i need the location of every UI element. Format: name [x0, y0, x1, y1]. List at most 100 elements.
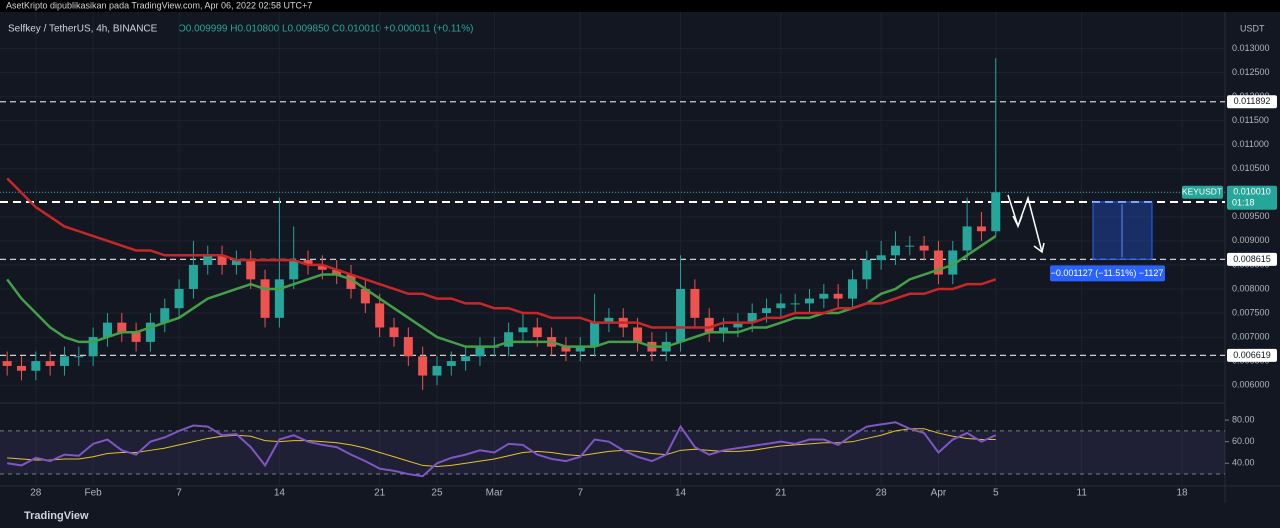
candle-body	[88, 337, 98, 357]
symbol-label: KEYUSDT	[1182, 187, 1222, 197]
x-tick-label: 21	[775, 488, 787, 499]
candle-body	[747, 313, 757, 323]
candle-body	[174, 288, 184, 309]
candle-body	[991, 192, 1001, 232]
y-tick-label: 0.011500	[1232, 115, 1269, 125]
brand: TradingView	[24, 510, 89, 522]
candle-body	[633, 327, 643, 342]
candle-body	[117, 322, 127, 333]
rsi-tick-label: 40.00	[1232, 458, 1255, 468]
candle-body	[317, 264, 327, 270]
y-tick-label: 0.011000	[1232, 139, 1269, 149]
y-tick-label: 0.012500	[1232, 67, 1270, 77]
x-tick-label: 21	[374, 488, 386, 499]
last-price-label: 0.010010	[1233, 187, 1271, 197]
candle-body	[74, 356, 84, 358]
candle-body	[504, 332, 514, 347]
candle-body	[145, 322, 155, 342]
candle-body	[303, 260, 313, 265]
x-tick-label: Feb	[85, 488, 103, 499]
candle-body	[332, 269, 342, 275]
publisher: AsetKripto dipublikasikan pada TradingVi…	[6, 0, 312, 10]
candle-body	[461, 356, 471, 362]
candle-body	[604, 317, 614, 323]
candle-body	[274, 279, 284, 318]
candle-body	[890, 245, 900, 256]
candle-body	[346, 274, 356, 289]
x-tick-label: 18	[1176, 488, 1188, 499]
candle-body	[933, 250, 943, 275]
level-label: 0.011892	[1234, 96, 1271, 106]
level-label: 0.008615	[1233, 254, 1271, 264]
candle-body	[375, 303, 385, 328]
candle-body	[160, 308, 170, 323]
x-tick-label: 7	[577, 488, 583, 499]
arrow-head	[1033, 242, 1045, 254]
last-price-box	[1227, 185, 1277, 210]
x-tick-label: Mar	[486, 488, 504, 499]
y-tick-label: 0.008000	[1232, 283, 1270, 293]
symbol: Selfkey / TetherUS, 4h, BINANCE	[8, 24, 158, 35]
candle-body	[102, 322, 112, 338]
measure-label: −0.001127 (−11.51%) −1127	[1051, 268, 1164, 278]
arrow-head	[1012, 215, 1023, 228]
candle-body	[805, 298, 815, 304]
candle-body	[590, 322, 600, 347]
x-tick-label: 7	[176, 488, 182, 499]
y-tick-label: 0.007000	[1232, 331, 1270, 341]
rsi-tick-label: 80.00	[1232, 414, 1255, 424]
candle-body	[948, 250, 958, 275]
ohlc: O0.009999 H0.010800 L0.009850 C0.010010 …	[178, 24, 473, 35]
candle-body	[690, 288, 700, 318]
candle-body	[676, 288, 686, 342]
level-label: 0.006619	[1233, 350, 1271, 360]
candle-body	[876, 255, 886, 261]
candle-body	[31, 361, 41, 371]
candle-body	[532, 327, 542, 338]
candle-body	[59, 356, 69, 366]
candle-body	[246, 260, 256, 280]
candle-body	[217, 255, 227, 265]
y-tick-label: 0.006000	[1232, 380, 1270, 390]
level-label-box	[1227, 252, 1277, 266]
rsi-tick-label: 60.00	[1232, 436, 1255, 446]
moving-average	[6, 177, 997, 329]
candle-body	[2, 361, 12, 366]
candle-body	[418, 356, 428, 376]
x-tick-label: 28	[30, 488, 42, 499]
x-tick-label: 14	[675, 488, 687, 499]
candle-body	[862, 260, 872, 280]
candle-body	[919, 245, 929, 251]
y-tick-label: 0.010500	[1232, 163, 1270, 173]
y-tick-label: 0.007500	[1232, 307, 1270, 317]
candle-body	[962, 226, 972, 251]
rsi-line	[7, 421, 997, 478]
candle-body	[905, 245, 915, 247]
x-tick-label: 14	[274, 488, 286, 499]
candle-body	[518, 327, 528, 333]
candle-body	[776, 303, 786, 309]
candle-body	[360, 288, 370, 304]
candle-body	[203, 255, 213, 265]
projection-path	[1007, 194, 1043, 253]
candle-body	[389, 327, 399, 338]
candle-body	[45, 361, 55, 366]
level-label-box	[1227, 95, 1277, 109]
candle-body	[188, 264, 198, 289]
projection-arrows	[1007, 194, 1045, 254]
y-tick-label: 0.009000	[1232, 235, 1270, 245]
candle-body	[403, 337, 413, 357]
candle-body	[575, 346, 585, 352]
measure-label-box	[1050, 265, 1165, 282]
currency: USDT	[1240, 23, 1265, 33]
rsi-band	[0, 430, 1225, 475]
countdown: 01:18	[1232, 198, 1255, 208]
candle-body	[847, 279, 857, 299]
candle-body	[976, 226, 986, 232]
y-tick-label: 0.013000	[1232, 43, 1270, 53]
y-tick-label: 0.009500	[1232, 211, 1270, 221]
level-label-box	[1227, 348, 1277, 362]
candle-body	[16, 365, 26, 371]
